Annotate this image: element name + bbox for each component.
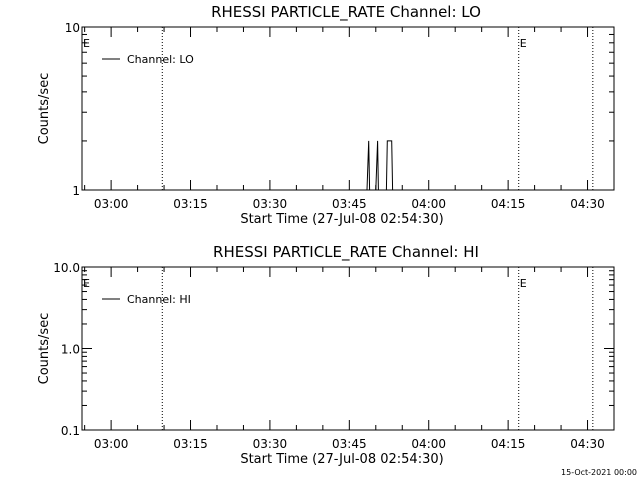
x-tick-label: 04:30 bbox=[570, 437, 605, 451]
event-marker-label: E bbox=[83, 37, 90, 50]
y-tick-label: 10 bbox=[65, 21, 80, 35]
x-tick-label: 03:15 bbox=[173, 197, 208, 211]
event-marker-label: E bbox=[520, 277, 527, 290]
x-tick-label: 04:00 bbox=[411, 437, 446, 451]
x-tick-label: 04:15 bbox=[491, 437, 526, 451]
event-marker-label: E bbox=[520, 37, 527, 50]
legend-label: Channel: LO bbox=[127, 53, 194, 66]
x-tick-label: 04:15 bbox=[491, 197, 526, 211]
x-tick-label: 03:30 bbox=[253, 197, 288, 211]
plot-frame bbox=[81, 26, 615, 191]
y-tick-label: 1.0 bbox=[61, 343, 80, 357]
event-marker-label: E bbox=[83, 277, 90, 290]
x-axis-label: Start Time (27-Jul-08 02:54:30) bbox=[240, 212, 443, 227]
y-tick-label: 10.0 bbox=[53, 261, 80, 275]
x-tick-label: 04:00 bbox=[411, 197, 446, 211]
x-tick-label: 03:00 bbox=[94, 197, 129, 211]
chart-title: RHESSI PARTICLE_RATE Channel: LO bbox=[211, 3, 481, 22]
y-axis-label: Counts/sec bbox=[37, 313, 52, 385]
x-tick-label: 03:00 bbox=[94, 437, 129, 451]
legend-label: Channel: HI bbox=[127, 293, 191, 306]
x-tick-label: 03:30 bbox=[253, 437, 288, 451]
x-tick-label: 03:45 bbox=[332, 197, 367, 211]
y-axis-label: Counts/sec bbox=[37, 73, 52, 145]
footer-timestamp: 15-Oct-2021 00:00 bbox=[561, 468, 637, 477]
chart-panel-1: RHESSI PARTICLE_RATE Channel: LO Counts/s… bbox=[37, 3, 615, 227]
x-tick-label: 04:30 bbox=[570, 197, 605, 211]
chart-panel-2: RHESSI PARTICLE_RATE Channel: HI Counts/s… bbox=[37, 243, 615, 467]
series-line bbox=[366, 140, 395, 191]
x-axis-label: Start Time (27-Jul-08 02:54:30) bbox=[240, 452, 443, 467]
x-tick-label: 03:45 bbox=[332, 437, 367, 451]
y-tick-label: 1 bbox=[72, 184, 80, 198]
y-tick-label: 0.1 bbox=[61, 424, 80, 438]
chart-title: RHESSI PARTICLE_RATE Channel: HI bbox=[213, 243, 479, 262]
x-tick-label: 03:15 bbox=[173, 437, 208, 451]
